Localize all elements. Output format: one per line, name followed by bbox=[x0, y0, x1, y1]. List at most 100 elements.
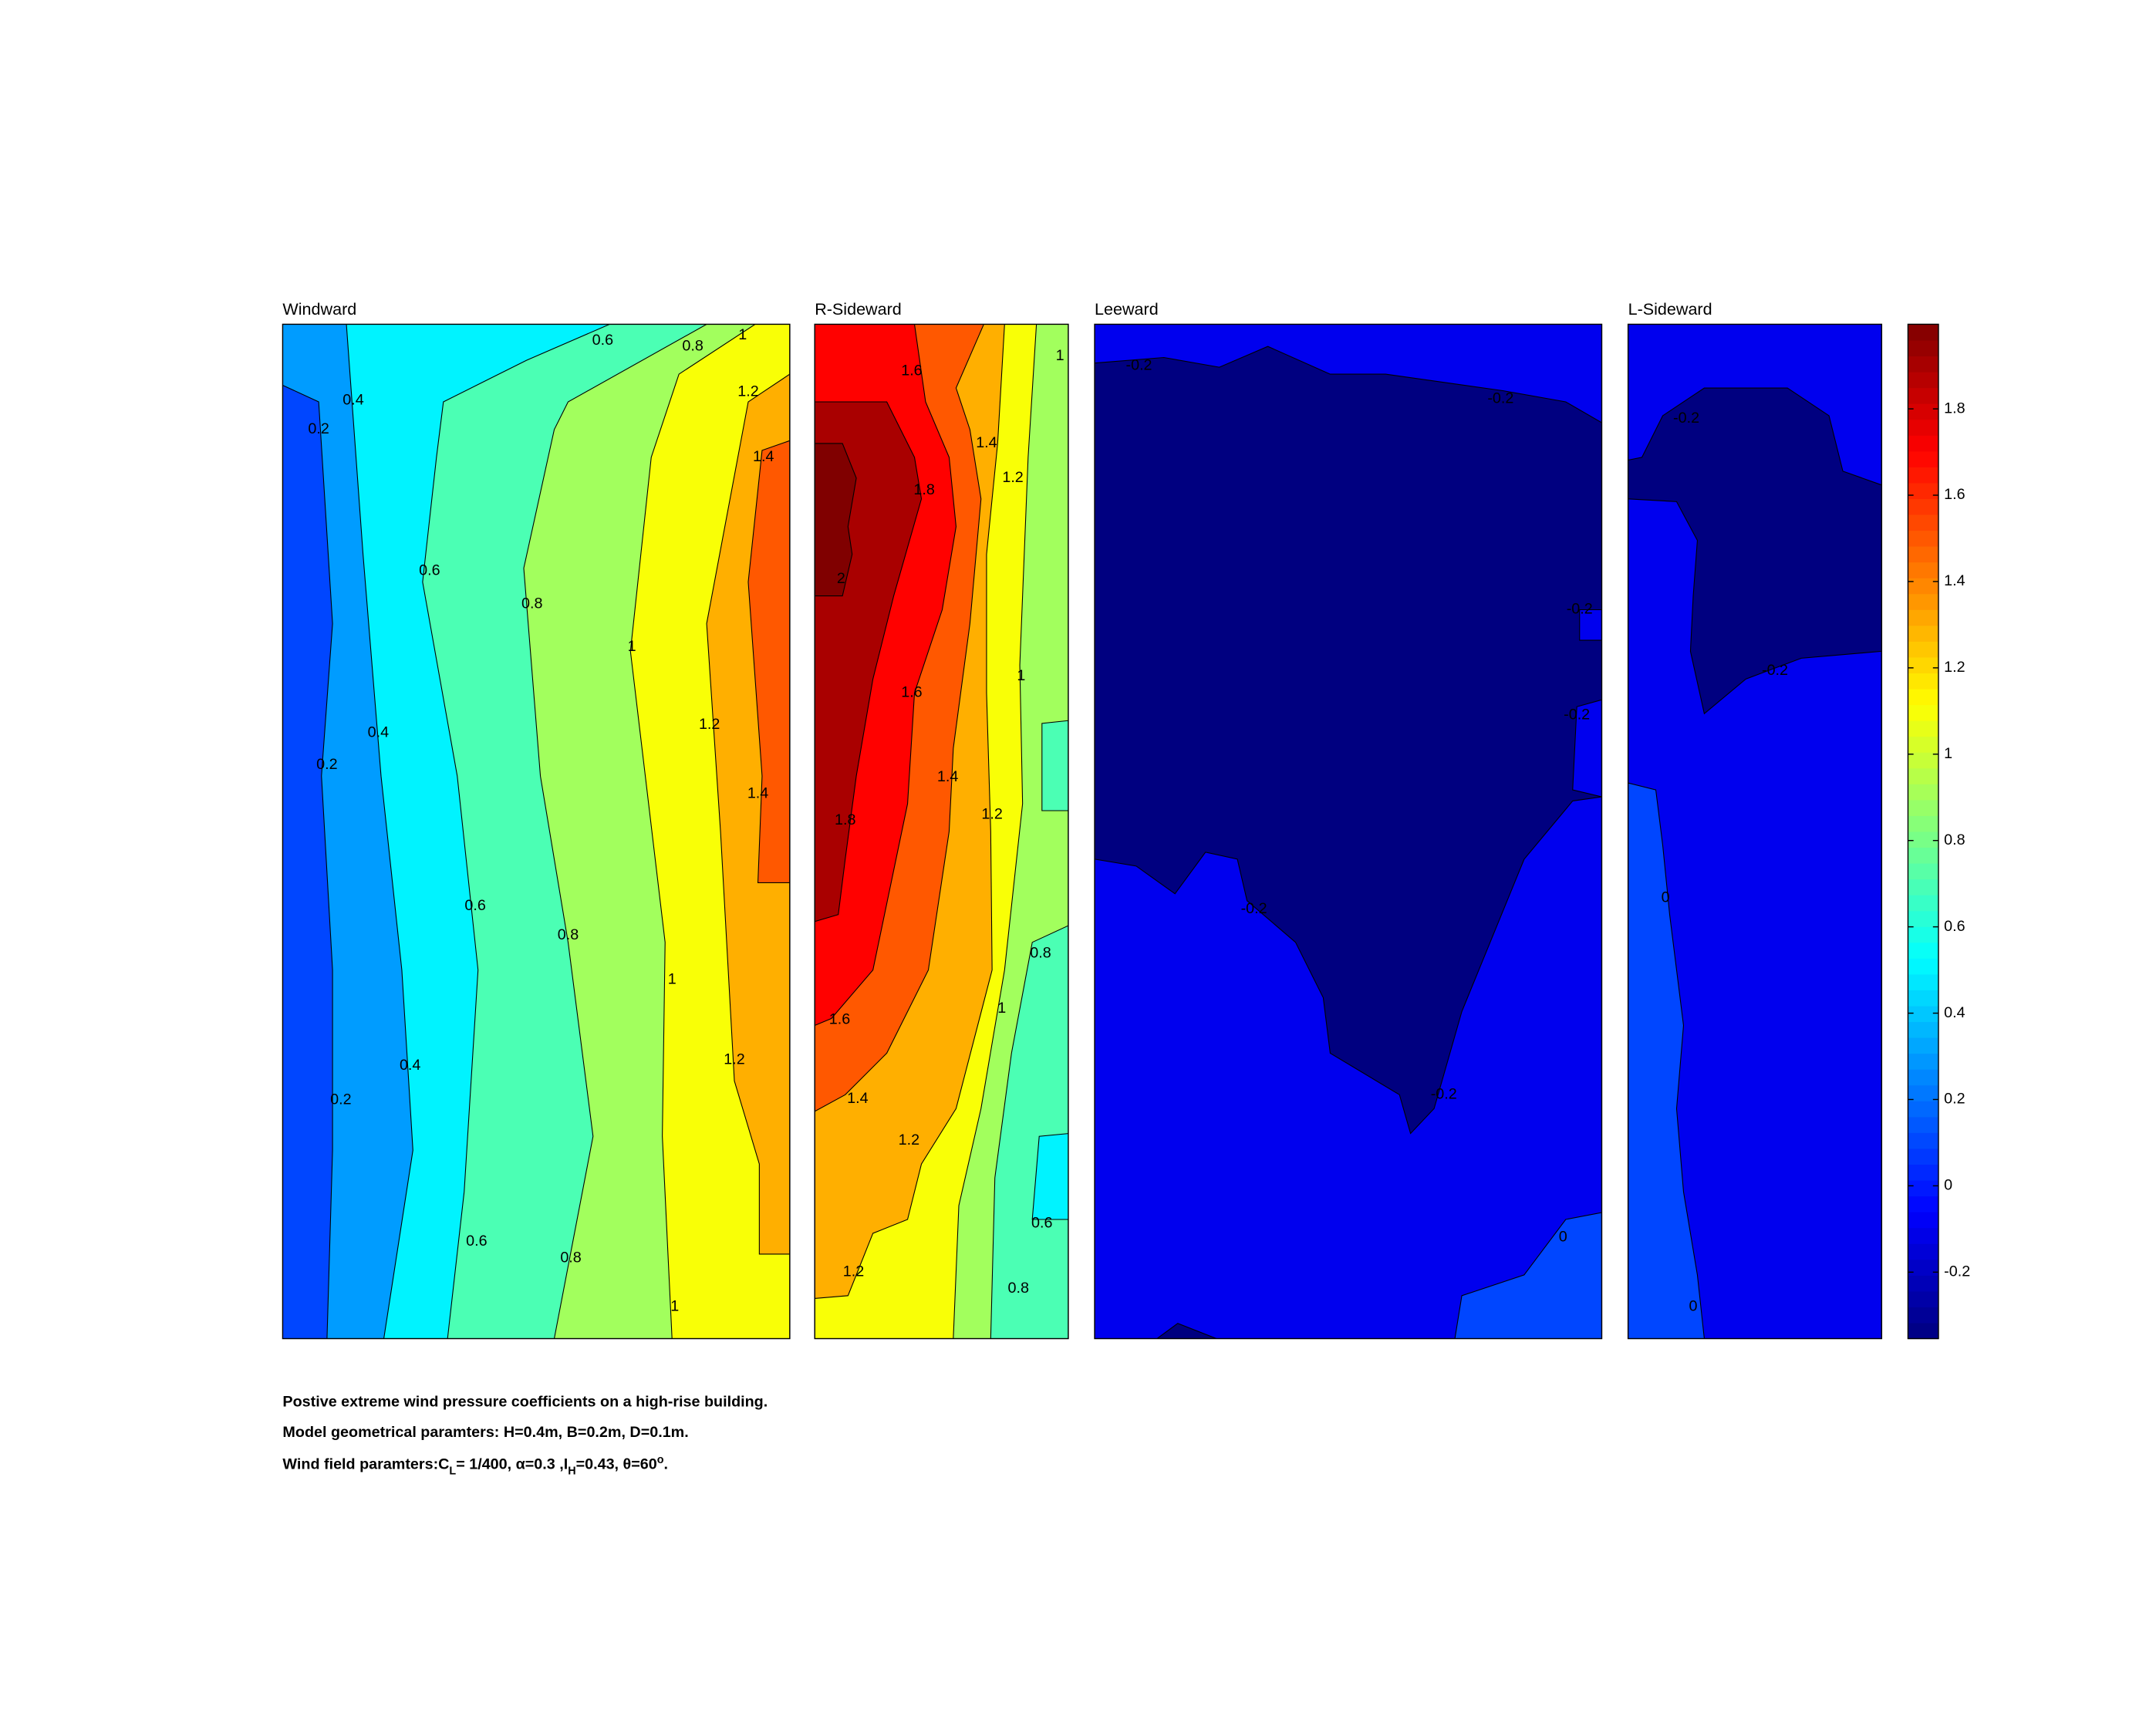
colorbar-tick-label: 1 bbox=[1944, 745, 1952, 762]
colorbar-step bbox=[1908, 356, 1938, 373]
contour-label: -0.2 bbox=[1673, 410, 1699, 427]
colorbar-step bbox=[1908, 1021, 1938, 1038]
contour-label: 0 bbox=[1662, 889, 1670, 906]
contour-panel: R-Sideward 1.6 1 1.4 1.2 1.8 2 1 1.6 1.4 1.2 1.8 0.8… bbox=[814, 299, 1069, 1340]
colorbar-step bbox=[1908, 387, 1938, 404]
caption-part: =0.43, θ=60 bbox=[576, 1455, 657, 1472]
colorbar-step bbox=[1908, 973, 1938, 990]
contour-label: 1.2 bbox=[737, 383, 758, 400]
colorbar-tick-label: 0.8 bbox=[1944, 831, 1965, 848]
contour-label: 0.8 bbox=[521, 595, 542, 612]
contour-label: 1.8 bbox=[913, 481, 934, 498]
colorbar-step bbox=[1908, 1227, 1938, 1244]
colorbar-step bbox=[1908, 498, 1938, 515]
colorbar-step bbox=[1908, 895, 1938, 912]
colorbar-step bbox=[1908, 990, 1938, 1007]
colorbar-step bbox=[1908, 958, 1938, 975]
contour-label: 1 bbox=[670, 1297, 679, 1314]
colorbar-step bbox=[1908, 847, 1938, 864]
contour-band bbox=[747, 440, 790, 883]
contour-label: 0.4 bbox=[342, 391, 363, 408]
colorbar-step bbox=[1908, 863, 1938, 880]
colorbar-step bbox=[1908, 704, 1938, 721]
contour-label: 1.4 bbox=[847, 1090, 868, 1107]
colorbar-step bbox=[1908, 799, 1938, 816]
contour-fills bbox=[1095, 324, 1602, 1339]
colorbar-tick-label: 0.2 bbox=[1944, 1091, 1965, 1108]
contour-band bbox=[1628, 782, 1705, 1339]
colorbar-step bbox=[1908, 1084, 1938, 1101]
contour-band bbox=[1628, 498, 1882, 1339]
caption-part: L bbox=[449, 1465, 456, 1478]
contour-label: -0.2 bbox=[1431, 1086, 1457, 1103]
contour-label: 1 bbox=[1056, 347, 1065, 364]
contour-label: 1.6 bbox=[901, 363, 922, 379]
colorbar-tick-label: 1.8 bbox=[1944, 400, 1965, 417]
caption-part: . bbox=[663, 1455, 667, 1472]
contour-label: -0.2 bbox=[1567, 601, 1593, 618]
contour-fills bbox=[1628, 324, 1882, 1339]
contour-label: 0 bbox=[1689, 1297, 1698, 1314]
colorbar-step bbox=[1908, 736, 1938, 753]
caption: Postive extreme wind pressure coefficien… bbox=[282, 1394, 768, 1411]
colorbar-step bbox=[1908, 784, 1938, 801]
contour-fills bbox=[815, 324, 1068, 1339]
colorbar-step bbox=[1908, 656, 1938, 674]
contour-label: 0.2 bbox=[316, 756, 337, 773]
colorbar-step bbox=[1908, 720, 1938, 737]
caption: Wind field paramters:CL= 1/400, α=0.3 ,I… bbox=[282, 1454, 668, 1477]
contour-label: 0.6 bbox=[592, 332, 613, 349]
colorbar-step bbox=[1908, 467, 1938, 484]
contour-label: 0.8 bbox=[558, 926, 579, 943]
colorbar-step bbox=[1908, 879, 1938, 895]
colorbar-step bbox=[1908, 815, 1938, 832]
colorbar-step bbox=[1908, 625, 1938, 642]
contour-label: 1.2 bbox=[724, 1051, 744, 1068]
colorbar-step bbox=[1908, 831, 1938, 848]
panel-frame bbox=[1094, 323, 1603, 1340]
colorbar-step bbox=[1908, 1275, 1938, 1292]
colorbar-step bbox=[1908, 767, 1938, 784]
colorbar-tick-label: 0 bbox=[1944, 1177, 1952, 1194]
colorbar-tick-label: 0.4 bbox=[1944, 1004, 1965, 1021]
contour-band bbox=[1628, 324, 1882, 486]
colorbar-step bbox=[1908, 403, 1938, 420]
contour-band bbox=[1572, 699, 1602, 798]
panel-title: Leeward bbox=[1095, 299, 1159, 319]
colorbar-step bbox=[1908, 324, 1938, 341]
caption-part: Model geometrical paramters: H=0.4m, B=0… bbox=[282, 1424, 688, 1441]
caption-part: o bbox=[657, 1454, 664, 1466]
colorbar-step bbox=[1908, 1148, 1938, 1165]
contour-label: 1.4 bbox=[753, 448, 774, 465]
contour-band bbox=[815, 443, 857, 597]
contour-panel: L-Sideward -0.2 -0.2 0 0 bbox=[1627, 299, 1883, 1340]
contour-label: 1 bbox=[668, 970, 676, 987]
colorbar-step bbox=[1908, 1243, 1938, 1260]
contour-label: 0.6 bbox=[466, 1233, 487, 1250]
contour-label: 0.8 bbox=[682, 337, 703, 354]
colorbar-step bbox=[1908, 942, 1938, 959]
contour-label: 1.4 bbox=[747, 785, 768, 802]
colorbar-step bbox=[1908, 1322, 1938, 1340]
colorbar-step bbox=[1908, 450, 1938, 467]
caption-part: Postive extreme wind pressure coefficien… bbox=[282, 1394, 768, 1411]
contour-label: 1.2 bbox=[981, 806, 1002, 823]
colorbar-step bbox=[1908, 372, 1938, 389]
colorbar-step bbox=[1908, 910, 1938, 927]
contour-label: -0.2 bbox=[1241, 900, 1267, 917]
colorbar-tick-label: -0.2 bbox=[1944, 1263, 1970, 1280]
contour-label: 1 bbox=[997, 1000, 1006, 1017]
colorbar-step bbox=[1908, 1101, 1938, 1118]
contour-label: 1.6 bbox=[829, 1011, 850, 1028]
caption-part: H bbox=[568, 1465, 575, 1478]
contour-label: 1 bbox=[1017, 667, 1025, 684]
contour-label: 0.4 bbox=[400, 1057, 420, 1074]
colorbar-tick-label: 1.6 bbox=[1944, 486, 1965, 503]
colorbar-step bbox=[1908, 689, 1938, 706]
contour-label: 0.6 bbox=[419, 562, 440, 578]
contour-label: 0.6 bbox=[464, 897, 485, 914]
caption-part: = 1/400, α=0.3 ,I bbox=[456, 1455, 568, 1472]
contour-label: 0 bbox=[1559, 1229, 1567, 1246]
colorbar-step bbox=[1908, 1180, 1938, 1197]
